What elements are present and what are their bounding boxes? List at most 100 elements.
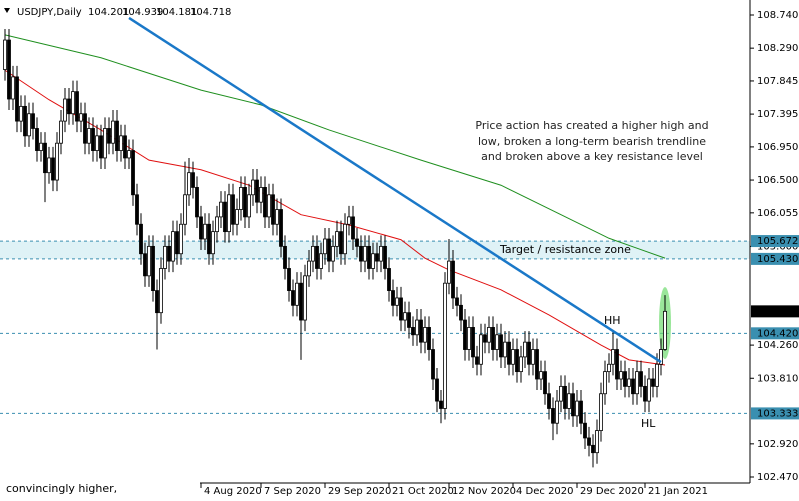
x-tick-label: 21 Jan 2021 <box>648 486 708 497</box>
candle-body <box>351 216 355 240</box>
menu-triangle <box>4 8 10 13</box>
axes: 108.740 108.290 107.845 107.395 106.950 106.5… <box>200 10 799 497</box>
x-tick-label: 21 Oct 2020 <box>392 486 454 497</box>
level-label: 103.333 <box>757 408 798 419</box>
candle-body <box>503 341 507 358</box>
candle-body <box>423 327 427 343</box>
candle-body <box>271 194 275 225</box>
candle-body <box>103 128 107 159</box>
y-tick-label: 108.740 <box>757 10 798 21</box>
candle-body <box>7 39 11 100</box>
candle-body <box>355 238 359 247</box>
candle-body <box>195 187 199 218</box>
y-tick-label: 102.470 <box>757 472 798 483</box>
candle-body <box>155 290 159 314</box>
candle-body <box>427 327 431 350</box>
hl-label: HL <box>641 417 656 430</box>
y-tick-label: 107.395 <box>757 109 798 120</box>
candle-body <box>367 245 371 269</box>
candle-body <box>219 201 223 218</box>
candle-body <box>519 356 523 373</box>
x-tick-label: 29 Sep 2020 <box>328 486 391 497</box>
candle-body <box>67 98 71 115</box>
candle-body <box>359 245 363 262</box>
candle-body <box>415 319 419 336</box>
candle-body <box>571 393 575 417</box>
candle-body <box>543 371 547 395</box>
footer-text: convincingly higher, <box>6 482 117 495</box>
candle-body <box>603 371 607 395</box>
candle-body <box>111 120 115 144</box>
candle-body <box>63 98 67 122</box>
candle-body <box>327 238 331 262</box>
candle-body <box>227 194 231 233</box>
candle-body <box>531 349 535 365</box>
candle-body <box>431 349 435 380</box>
candle-body <box>223 201 227 233</box>
candle-body <box>311 245 315 262</box>
level-label: 105.430 <box>757 254 798 265</box>
candle-body <box>563 385 567 409</box>
candle-body <box>475 356 479 365</box>
candle-body <box>535 349 539 380</box>
candle-body <box>215 216 219 233</box>
candle-body <box>411 327 415 336</box>
x-tick-label: 29 Dec 2020 <box>580 486 644 497</box>
candle-body <box>231 194 235 225</box>
candle-body <box>419 319 423 343</box>
candle-body <box>491 327 495 350</box>
candle-body <box>135 194 139 225</box>
candle-body <box>583 422 587 439</box>
candle-body <box>163 245 167 269</box>
candle-body <box>295 282 299 306</box>
candle-body <box>39 142 43 151</box>
candle-body <box>391 290 395 306</box>
candle-body <box>95 135 99 151</box>
candle-body <box>75 91 79 122</box>
x-tick-label: 4 Aug 2020 <box>204 486 262 497</box>
candle-body <box>387 268 391 291</box>
zone-label: Target / resistance zone <box>499 243 631 256</box>
level-label: 104.420 <box>757 328 798 339</box>
x-tick-label: 12 Nov 2020 <box>452 486 516 497</box>
footer-box <box>0 480 200 501</box>
candle-body <box>439 400 443 409</box>
candle-body <box>587 437 591 446</box>
candle-body <box>379 245 383 262</box>
candle-body <box>79 113 83 122</box>
candle-body <box>403 312 407 321</box>
candle-body <box>287 268 291 291</box>
candle-body <box>167 245 171 262</box>
candle-body <box>631 378 635 395</box>
candle-body <box>251 179 255 196</box>
candle-body <box>663 310 667 350</box>
candle-body <box>407 312 411 328</box>
candle-body <box>443 282 447 409</box>
candle-body <box>147 245 151 277</box>
candle-body <box>347 216 351 225</box>
annotation: Price action has created a higher high a… <box>475 119 708 132</box>
candle-body <box>459 304 463 321</box>
candle-body <box>159 268 163 314</box>
candle-body <box>267 194 271 218</box>
candle-body <box>455 297 459 306</box>
price-box <box>751 305 799 318</box>
candle-body <box>139 223 143 255</box>
y-tick-label: 106.055 <box>757 208 798 219</box>
candle-body <box>131 150 135 196</box>
candle-body <box>107 128 111 144</box>
candle-body <box>243 187 247 218</box>
trendline <box>128 16 662 364</box>
candle-body <box>331 245 335 262</box>
candle-body <box>539 371 543 380</box>
candle-body <box>655 363 659 387</box>
candle-body <box>483 334 487 343</box>
candle-body <box>247 194 251 218</box>
header-open: 104.201 <box>88 7 129 18</box>
candle-body <box>47 157 51 174</box>
candle-body <box>35 128 39 151</box>
candle-body <box>591 444 595 454</box>
candle-body <box>235 209 239 225</box>
